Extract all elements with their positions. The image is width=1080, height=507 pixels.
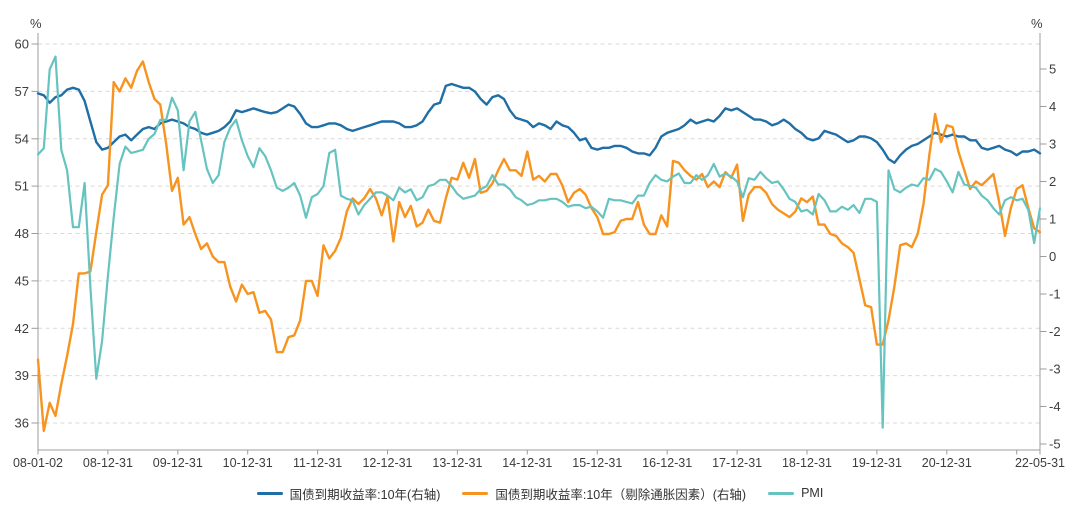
left-axis-unit-label: % xyxy=(30,16,42,31)
y-axis-right: 5 4 3 2 1 0 -1 -2 -3 -4 -5 xyxy=(1039,33,1061,452)
y-axis-left-tick-label: 36 xyxy=(15,416,29,431)
x-axis-tick-label: 11-12-31 xyxy=(293,456,342,470)
y-axis-left-tick-label: 57 xyxy=(15,84,29,99)
x-axis-tick-label: 12-12-31 xyxy=(362,456,412,470)
x-axis-tick-label: 14-12-31 xyxy=(502,456,552,470)
y-axis-right-tick-label: 4 xyxy=(1049,99,1056,114)
series-line-1 xyxy=(36,60,1042,433)
y-axis-left-tick-label: 42 xyxy=(15,321,29,336)
y-axis-right-tick-label: 5 xyxy=(1049,62,1056,77)
y-axis-left-tick-label: 51 xyxy=(15,179,29,194)
x-axis-tick-label: 10-12-31 xyxy=(223,456,273,470)
x-axis-tick-label: 13-12-31 xyxy=(432,456,482,470)
x-axis-tick-label: 20-12-31 xyxy=(922,456,972,470)
legend-item-real-yield: 国债到期收益率:10年（剔除通胀因素）(右轴) xyxy=(462,484,746,503)
y-axis-left-tick-label: 48 xyxy=(15,226,29,241)
chart-legend: 国债到期收益率:10年(右轴) 国债到期收益率:10年（剔除通胀因素）(右轴) … xyxy=(0,482,1080,504)
series-lines xyxy=(36,55,1042,433)
legend-swatch-pmi xyxy=(768,491,795,495)
legend-label-real-yield: 国债到期收益率:10年（剔除通胀因素）(右轴) xyxy=(495,487,747,502)
x-axis: 08-01-02 08-12-31 09-12-31 10-12-31 11-12-31… xyxy=(13,449,1065,470)
x-axis-tick-label: 22-05-31 xyxy=(1015,456,1065,470)
x-axis-tick-label: 18-12-31 xyxy=(782,456,832,470)
legend-label-pmi: PMI xyxy=(801,486,824,500)
y-axis-left-tick-label: 54 xyxy=(15,131,29,146)
x-axis-tick-label: 08-12-31 xyxy=(83,456,133,470)
y-axis-right-tick-label: -2 xyxy=(1049,324,1061,339)
y-axis-right-tick-label: -4 xyxy=(1049,399,1061,414)
x-axis-tick-label: 16-12-31 xyxy=(642,456,692,470)
legend-swatch-real-yield xyxy=(462,491,489,495)
right-axis-unit-label: % xyxy=(1031,16,1043,31)
y-axis-left: 60 57 54 51 48 45 42 39 36 xyxy=(15,33,39,450)
series-line-0 xyxy=(36,82,1042,165)
y-axis-right-tick-label: 1 xyxy=(1049,212,1056,227)
series-line-2 xyxy=(36,55,1042,429)
y-axis-left-tick-label: 60 xyxy=(15,37,29,52)
legend-item-nominal-yield: 国债到期收益率:10年(右轴) xyxy=(256,484,441,503)
y-axis-right-tick-label: 3 xyxy=(1049,137,1056,152)
y-axis-left-tick-label: 45 xyxy=(15,273,29,288)
legend-label-nominal-yield: 国债到期收益率:10年(右轴) xyxy=(289,487,441,502)
x-axis-tick-label: 09-12-31 xyxy=(153,456,203,470)
x-axis-tick-label: 19-12-31 xyxy=(852,456,902,470)
gridlines xyxy=(38,43,1040,424)
legend-item-pmi: PMI xyxy=(768,486,823,500)
y-axis-right-tick-label: -5 xyxy=(1049,437,1061,452)
x-axis-tick-label: 15-12-31 xyxy=(572,456,622,470)
y-axis-right-tick-label: -1 xyxy=(1049,287,1061,302)
y-axis-right-tick-label: -3 xyxy=(1049,362,1061,377)
x-axis-tick-label: 08-01-02 xyxy=(13,456,63,470)
legend-swatch-nominal-yield xyxy=(256,491,283,495)
x-axis-tick-label: 17-12-31 xyxy=(712,456,762,470)
y-axis-right-tick-label: 2 xyxy=(1049,174,1056,189)
y-axis-right-tick-label: 0 xyxy=(1049,249,1056,264)
y-axis-left-tick-label: 39 xyxy=(15,368,29,383)
